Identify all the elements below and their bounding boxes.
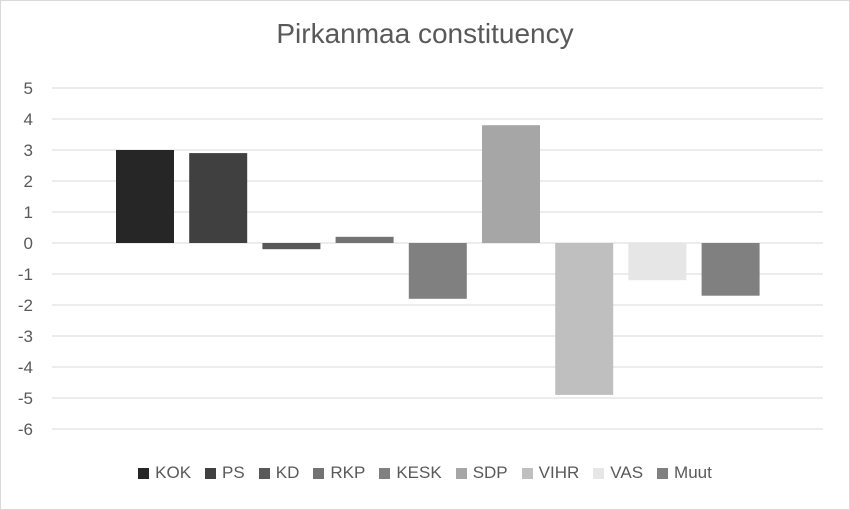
bar-ps — [189, 153, 248, 243]
legend-item-muut: Muut — [657, 463, 712, 483]
legend-item-kd: KD — [258, 463, 300, 483]
bar-kok — [116, 150, 174, 243]
bar-muut — [701, 243, 760, 296]
y-tick-label: 3 — [24, 141, 33, 160]
legend-label: VIHR — [538, 463, 580, 482]
y-tick-label: -1 — [18, 265, 33, 284]
y-tick-label: -2 — [18, 296, 33, 315]
legend-swatch — [138, 467, 150, 479]
legend-swatch — [593, 467, 605, 479]
legend-label: Muut — [674, 463, 712, 482]
bar-vas — [628, 243, 687, 281]
y-axis-ticks: 5 4 3 2 1 0 -1 -2 -3 -4 -5 -6 — [18, 79, 33, 439]
legend-swatch — [521, 467, 533, 479]
y-tick-label: 2 — [24, 172, 33, 191]
bar-sdp — [482, 125, 540, 243]
legend-item-sdp: SDP — [455, 463, 508, 483]
legend-swatch — [258, 467, 270, 479]
bar-kd — [262, 243, 321, 250]
legend-label: PS — [222, 463, 245, 482]
y-tick-label: -4 — [18, 358, 33, 377]
y-tick-label: 0 — [24, 234, 33, 253]
legend-label: KD — [275, 463, 300, 482]
legend-swatch — [379, 467, 391, 479]
legend-item-kesk: KESK — [379, 463, 442, 483]
bar-vihr — [555, 243, 614, 395]
legend-swatch — [657, 467, 669, 479]
bar-kesk — [408, 243, 467, 299]
y-tick-label: 4 — [24, 110, 33, 129]
y-tick-label: 1 — [24, 203, 33, 222]
legend-label: VAS — [610, 463, 644, 482]
legend-item-vihr: VIHR — [521, 463, 580, 483]
bar-rkp — [335, 236, 394, 243]
legend-swatch — [455, 467, 467, 479]
legend-item-rkp: RKP — [313, 463, 365, 483]
legend-label: SDP — [472, 463, 508, 482]
y-tick-label: 5 — [24, 79, 33, 98]
legend-item-kok: KOK — [138, 463, 191, 483]
chart-title: Pirkanmaa constituency — [276, 18, 574, 49]
bars — [116, 125, 760, 395]
legend-item-vas: VAS — [593, 463, 643, 483]
legend-swatch — [205, 467, 217, 479]
legend-item-ps: PS — [205, 463, 245, 483]
legend-label: KOK — [155, 463, 192, 482]
legend-label: KESK — [396, 463, 442, 482]
y-tick-label: -6 — [18, 420, 33, 439]
legend: KOK PS KD RKP KESK SDP VIHR VAS Muut — [0, 463, 850, 483]
legend-swatch — [313, 467, 325, 479]
y-tick-label: -5 — [18, 389, 33, 408]
y-tick-label: -3 — [18, 327, 33, 346]
legend-label: RKP — [330, 463, 366, 482]
